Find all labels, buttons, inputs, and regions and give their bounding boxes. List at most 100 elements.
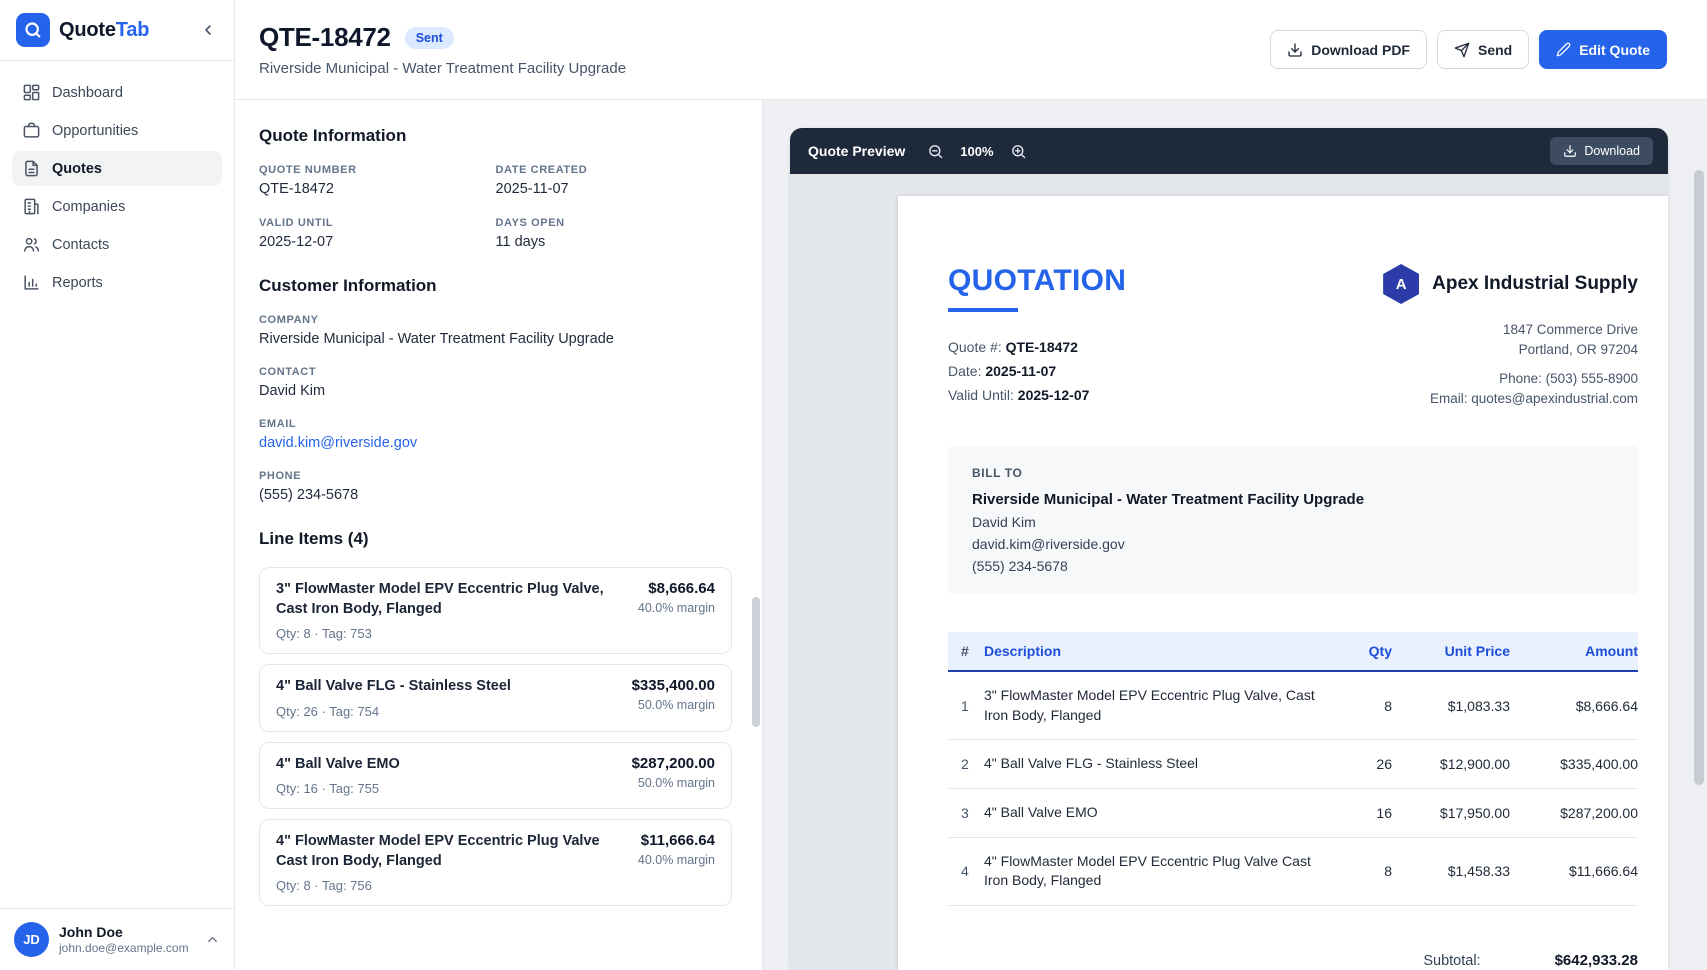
line-item-card[interactable]: 4" Ball Valve EMO Qty: 16 · Tag: 755 $28… (259, 741, 732, 810)
field-email: EMAIL david.kim@riverside.gov (259, 418, 418, 451)
sidebar-item-opportunities[interactable]: Opportunities (12, 113, 222, 148)
table-row: 4 4" FlowMaster Model EPV Eccentric Plug… (948, 837, 1638, 906)
send-icon (1454, 42, 1470, 58)
preview-toolbar: Quote Preview 100% Download (790, 128, 1668, 174)
line-item-margin: 50.0% margin (637, 698, 715, 713)
file-text-icon (22, 159, 41, 178)
line-item-meta: Qty: 16 · Tag: 755 (276, 781, 380, 797)
line-item-price: $11,666.64 (640, 832, 715, 850)
bar-chart-icon (22, 273, 41, 292)
user-menu[interactable]: JD John Doe john.doe@example.com (0, 908, 234, 970)
line-items-title: Line Items (4) (259, 529, 369, 548)
status-badge: Sent (404, 26, 454, 49)
page-title: QTE-18472 (259, 22, 391, 52)
sidebar-item-reports[interactable]: Reports (12, 265, 222, 300)
line-item-margin: 50.0% margin (637, 775, 715, 790)
sidebar-item-label: Dashboard (52, 84, 123, 101)
details-scrollbar[interactable] (752, 597, 760, 727)
sidebar-collapse-button[interactable] (196, 18, 220, 42)
vendor-name: Apex Industrial Supply (1432, 273, 1638, 294)
field-valid-until: VALID UNTIL 2025-12-07 (259, 217, 334, 250)
line-item-price: $335,400.00 (631, 677, 715, 695)
chevron-left-icon (200, 22, 216, 38)
briefcase-icon (22, 121, 41, 140)
table-row: 1 3" FlowMaster Model EPV Eccentric Plug… (948, 671, 1638, 741)
vendor-contact: Phone: (503) 555-8900 Email: quotes@apex… (1429, 371, 1638, 406)
preview-card: Quote Preview 100% Download (790, 128, 1668, 970)
edit-quote-button[interactable]: Edit Quote (1539, 30, 1667, 69)
download-icon (1563, 144, 1577, 158)
main-area: QTE-18472 Sent Riverside Municipal - Wat… (235, 0, 1707, 970)
line-item-meta: Qty: 8 · Tag: 756 (276, 878, 372, 894)
line-item-price: $8,666.64 (648, 580, 715, 597)
line-item-margin: 40.0% margin (637, 601, 715, 615)
pencil-icon (1556, 42, 1571, 57)
chevron-up-icon (205, 932, 220, 947)
quote-preview-panel: Quote Preview 100% Download (763, 100, 1707, 970)
field-contact: CONTACT David Kim (259, 366, 326, 399)
sidebar-item-label: Companies (52, 198, 126, 215)
field-quote-number: QUOTE NUMBER QTE-18472 (259, 164, 357, 197)
customer-info-title: Customer Information (259, 276, 437, 295)
doc-valid-until: Valid Until: 2025-12-07 (948, 386, 1090, 403)
line-item-margin: 40.0% margin (637, 853, 715, 868)
sidebar-nav: Dashboard Opportunities Quotes Companies… (0, 61, 234, 314)
table-row: 2 4" Ball Valve FLG - Stainless Steel 26… (948, 739, 1638, 790)
line-item-meta: Qty: 8 · Tag: 753 (276, 626, 372, 642)
zoom-out-button[interactable] (925, 141, 946, 162)
preview-title: Quote Preview (808, 143, 906, 159)
sidebar-item-dashboard[interactable]: Dashboard (12, 75, 222, 110)
zoom-in-button[interactable] (1008, 141, 1029, 162)
field-company: COMPANY Riverside Municipal - Water Trea… (259, 314, 614, 347)
table-header-row: # Description Qty Unit Price Amount (948, 632, 1638, 673)
sidebar-item-label: Opportunities (52, 122, 139, 139)
avatar: JD (14, 922, 49, 957)
subtotal-row: Subtotal: $642,933.28 (1423, 951, 1638, 969)
users-icon (22, 235, 41, 254)
line-item-card[interactable]: 4" FlowMaster Model EPV Eccentric Plug V… (259, 819, 732, 907)
customer-email-link[interactable]: david.kim@riverside.gov (259, 435, 418, 451)
download-pdf-button[interactable]: Download PDF (1270, 30, 1427, 69)
bill-to-box: BILL TO Riverside Municipal - Water Trea… (948, 446, 1638, 595)
preview-body: QUOTATION Quote #: QTE-18472 Date: 2025-… (790, 174, 1668, 970)
sidebar-item-label: Quotes (52, 160, 102, 177)
page-header: QTE-18472 Sent Riverside Municipal - Wat… (235, 0, 1707, 100)
zoom-level: 100% (960, 143, 994, 159)
document-title: QUOTATION (948, 264, 1127, 297)
field-days-open: DAYS OPEN 11 days (495, 217, 565, 250)
quotation-document: QUOTATION Quote #: QTE-18472 Date: 2025-… (898, 196, 1668, 970)
preview-scrollbar[interactable] (1694, 170, 1704, 785)
line-item-price: $287,200.00 (631, 754, 715, 772)
doc-quote-number: Quote #: QTE-18472 (948, 339, 1078, 355)
table-row: 3 4" Ball Valve EMO 16 $17,950.00 $287,2… (948, 788, 1638, 838)
vendor-address: 1847 Commerce Drive Portland, OR 97204 (1502, 322, 1638, 357)
download-icon (1287, 42, 1303, 58)
preview-download-button[interactable]: Download (1550, 137, 1653, 165)
apex-logo-icon: A (1383, 264, 1420, 304)
sidebar: QuoteTab Dashboard Opportunities Quotes … (0, 0, 235, 970)
line-item-card[interactable]: 4" Ball Valve FLG - Stainless Steel Qty:… (259, 664, 732, 732)
user-name: John Doe (59, 924, 123, 940)
dashboard-icon (22, 83, 41, 102)
brand-name: QuoteTab (59, 18, 150, 41)
zoom-in-icon (1010, 143, 1027, 160)
quote-info-title: Quote Information (259, 126, 407, 145)
user-email: john.doe@example.com (59, 941, 189, 955)
zoom-out-icon (927, 143, 944, 160)
title-underline (948, 308, 1018, 312)
send-button[interactable]: Send (1436, 30, 1530, 69)
line-item-card[interactable]: 3" FlowMaster Model EPV Eccentric Plug V… (259, 567, 732, 655)
sidebar-item-label: Reports (52, 274, 103, 291)
quote-details-panel: Quote Information QUOTE NUMBER QTE-18472… (235, 100, 763, 970)
doc-date: Date: 2025-11-07 (948, 362, 1057, 379)
sidebar-item-companies[interactable]: Companies (12, 189, 222, 224)
building-icon (22, 197, 41, 216)
line-item-meta: Qty: 26 · Tag: 754 (276, 703, 380, 719)
field-date-created: DATE CREATED 2025-11-07 (495, 164, 588, 197)
sidebar-item-quotes[interactable]: Quotes (12, 151, 222, 186)
sidebar-item-label: Contacts (52, 236, 110, 253)
sidebar-item-contacts[interactable]: Contacts (12, 227, 222, 262)
field-phone: PHONE (555) 234-5678 (259, 470, 359, 503)
page-subtitle: Riverside Municipal - Water Treatment Fa… (259, 60, 627, 77)
line-items-table: # Description Qty Unit Price Amount 1 (948, 632, 1638, 906)
